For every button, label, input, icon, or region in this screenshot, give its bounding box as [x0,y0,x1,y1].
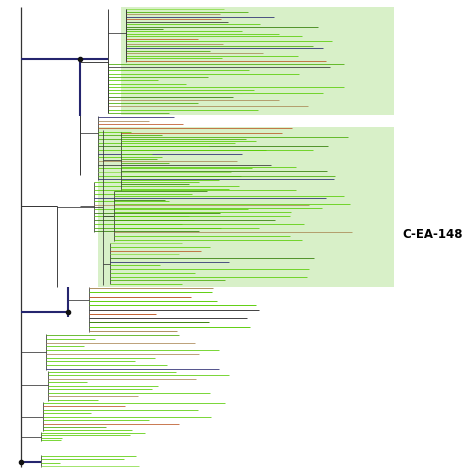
Text: C-EA-148: C-EA-148 [403,228,463,241]
Bar [121,7,393,115]
Bar [99,127,393,287]
